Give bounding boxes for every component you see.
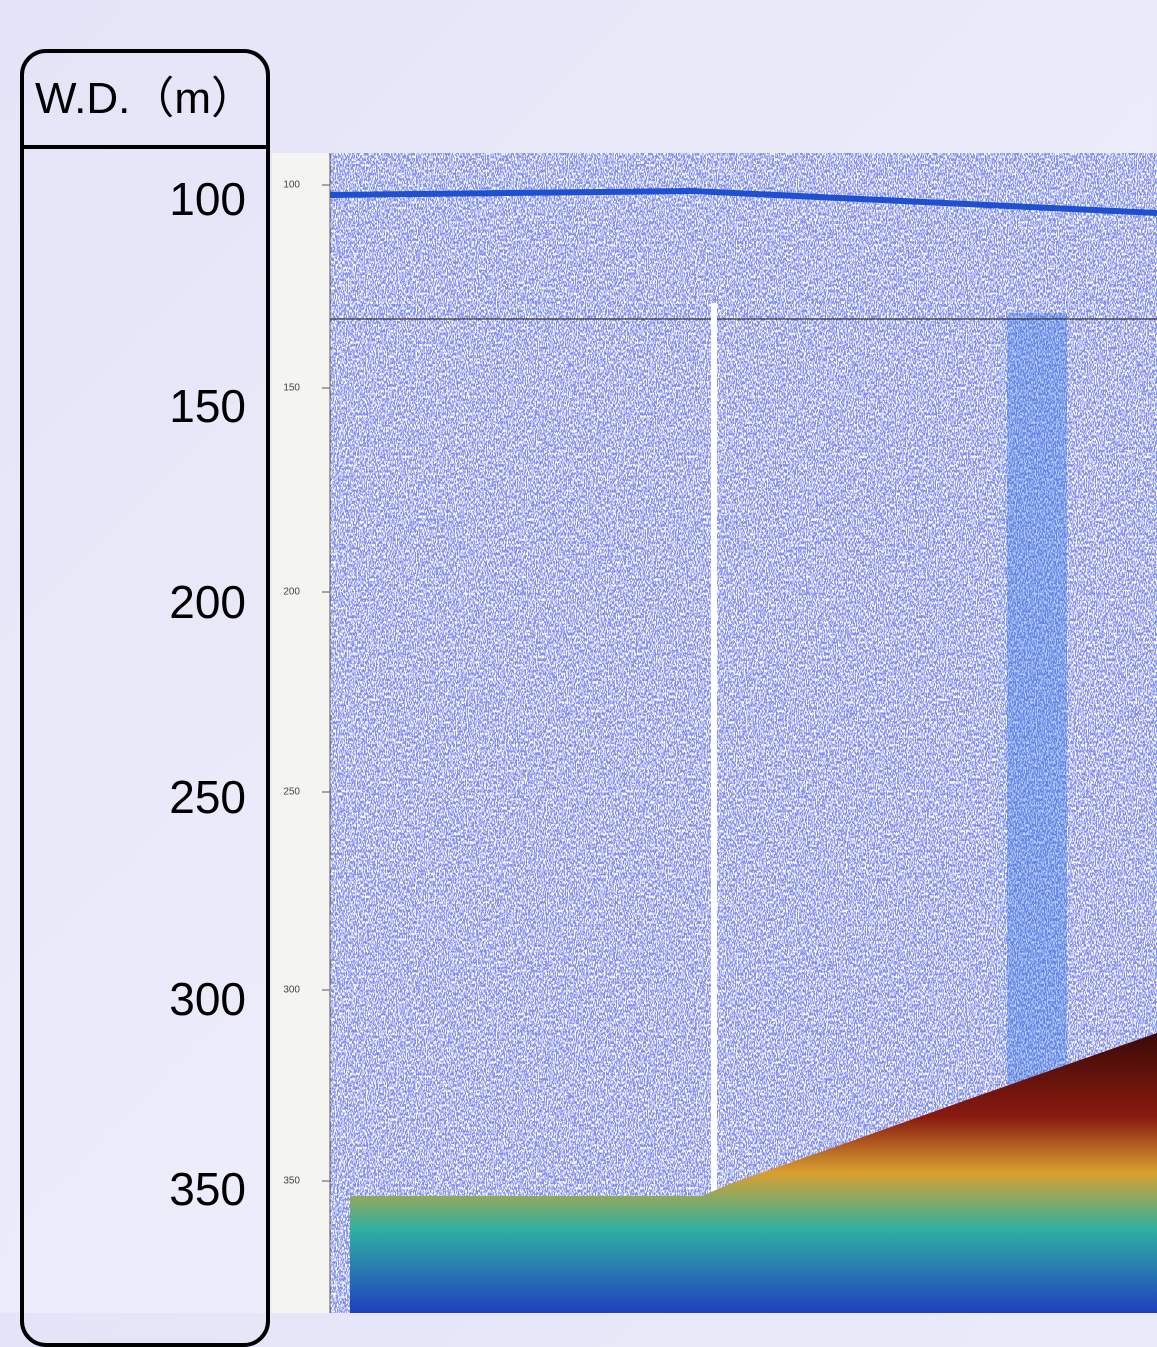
echogram-tick-label: 250: [283, 787, 300, 798]
surface-echo: [329, 187, 1157, 216]
scale-label: 100: [169, 173, 246, 225]
echogram-tick-label: 350: [283, 1176, 300, 1187]
scale-label: 150: [169, 380, 246, 432]
echogram-tick-label: 300: [283, 985, 300, 996]
scale-label: 250: [169, 771, 246, 823]
depth-scale-panel: W.D.（m） 100 150 200 250 300 350: [20, 49, 270, 1347]
panel-header: W.D.（m）: [24, 53, 266, 149]
echogram-tick-label: 150: [283, 383, 300, 394]
echogram-tick-label: 100: [283, 180, 300, 191]
seabed: [350, 1033, 1157, 1313]
scale-label: 200: [169, 576, 246, 628]
scale-label: 300: [169, 973, 246, 1025]
scale-label: 350: [169, 1163, 246, 1215]
plume: [1007, 313, 1067, 1213]
echogram: 100 150 200 250 300 350: [272, 153, 1157, 1313]
echogram-tick-label: 200: [283, 587, 300, 598]
